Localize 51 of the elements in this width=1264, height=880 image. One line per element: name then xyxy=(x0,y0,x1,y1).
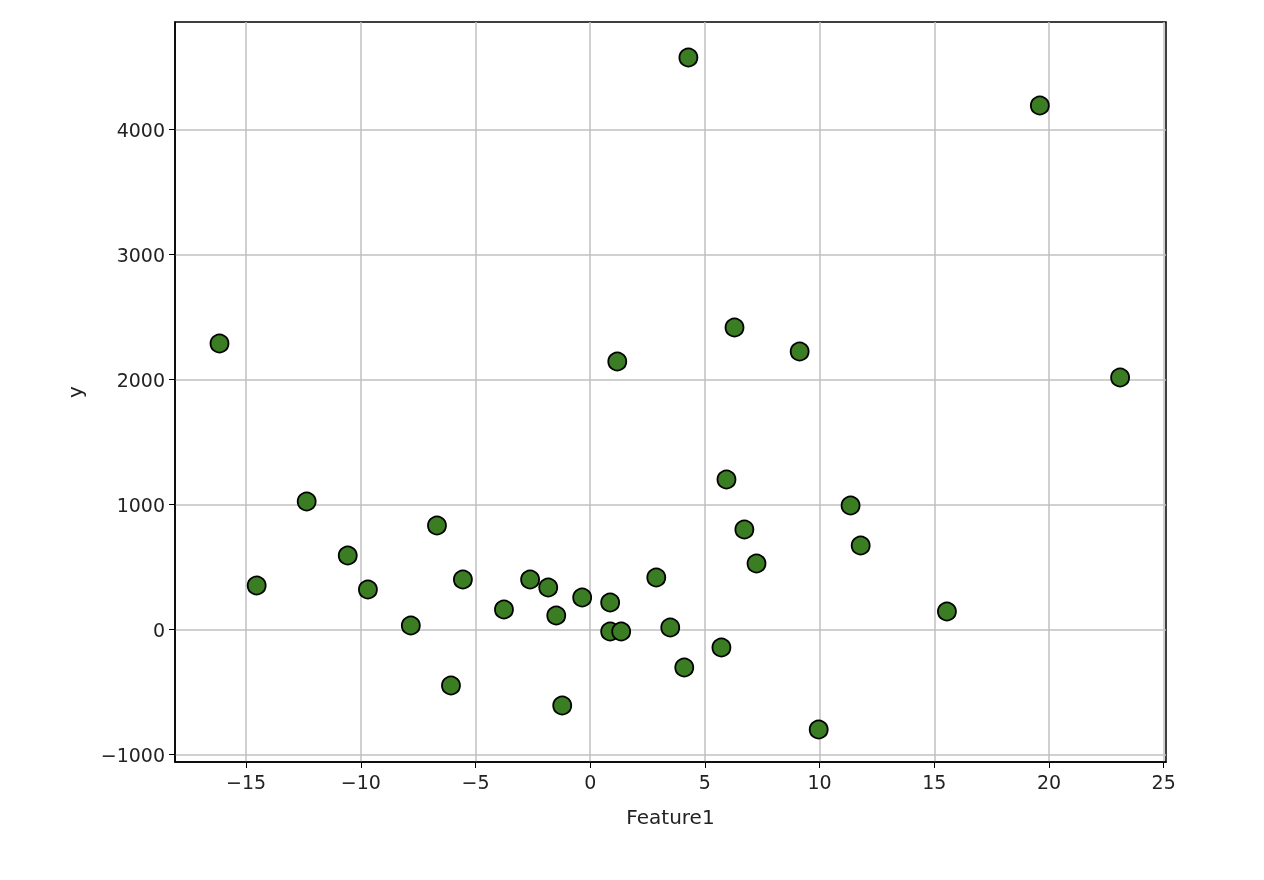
y-tick-label: 2000 xyxy=(116,368,165,391)
point xyxy=(296,491,317,512)
point xyxy=(427,515,447,536)
point xyxy=(789,341,810,362)
point xyxy=(660,617,681,638)
point xyxy=(607,351,628,372)
x-tick-label: 25 xyxy=(1151,770,1176,793)
point xyxy=(358,579,378,600)
y-tick-label: 3000 xyxy=(116,243,165,266)
y-tick-label: 0 xyxy=(152,618,165,641)
point xyxy=(400,615,421,636)
y-tick-label: −1000 xyxy=(100,743,165,766)
point xyxy=(611,621,632,642)
point xyxy=(552,695,573,716)
x-tick-label: 10 xyxy=(807,770,832,793)
point xyxy=(1029,95,1050,116)
point xyxy=(246,575,267,596)
point xyxy=(209,333,230,354)
point xyxy=(840,495,861,516)
point xyxy=(850,535,871,556)
point xyxy=(724,317,745,338)
x-tick-label: 20 xyxy=(1036,770,1062,793)
x-tick-label: −10 xyxy=(340,770,381,793)
point xyxy=(646,567,667,588)
point xyxy=(734,519,755,540)
point xyxy=(600,592,621,613)
y-axis-title: y xyxy=(63,385,87,398)
x-tick-label: 0 xyxy=(584,770,597,793)
point xyxy=(538,577,559,598)
point xyxy=(337,545,358,566)
point xyxy=(678,47,699,68)
point xyxy=(674,657,695,678)
point xyxy=(937,601,957,622)
point xyxy=(746,553,767,574)
point xyxy=(572,587,593,608)
point xyxy=(808,719,829,740)
y-tick-label: 1000 xyxy=(116,493,165,516)
point xyxy=(1110,367,1131,388)
y-tick-label: 4000 xyxy=(116,118,165,141)
x-tick-label: −15 xyxy=(226,770,267,793)
point xyxy=(520,569,541,590)
point xyxy=(453,569,473,590)
x-tick-label: 5 xyxy=(698,770,711,793)
point xyxy=(716,469,737,490)
x-tick-label: −5 xyxy=(461,770,490,793)
point xyxy=(546,605,567,626)
point xyxy=(711,637,732,658)
x-tick-label: 15 xyxy=(922,770,947,793)
point xyxy=(494,599,514,620)
x-axis-title: Feature1 xyxy=(626,805,715,829)
point xyxy=(441,675,461,696)
